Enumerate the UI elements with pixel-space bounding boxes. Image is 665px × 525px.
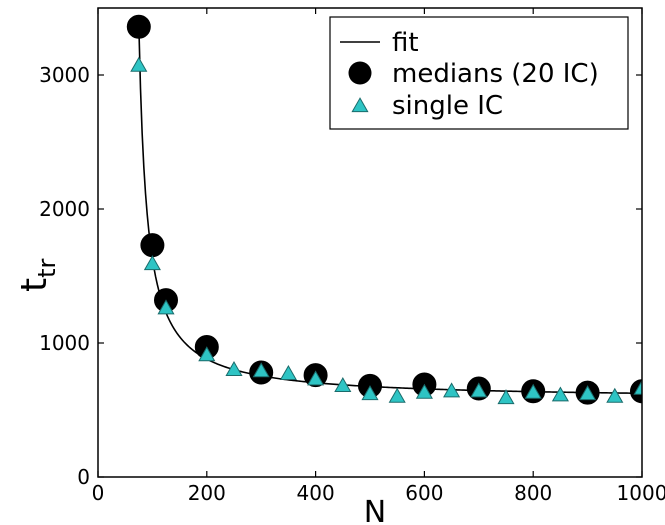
median-point [126, 14, 151, 39]
y-axis-title-main: t [14, 278, 55, 292]
single-ic-point [415, 383, 433, 399]
single-ic-point [633, 379, 642, 395]
single-ic-point [198, 346, 216, 362]
y-tick-label: 3000 [39, 63, 90, 87]
y-tick-label: 1000 [39, 331, 90, 355]
legend-label-medians: medians (20 IC) [392, 59, 599, 89]
single-ic-point [361, 385, 379, 401]
plot-frame [97, 7, 643, 478]
legend-box [329, 16, 629, 130]
x-tick-label: 200 [188, 481, 226, 505]
x-tick-label: 0 [92, 481, 105, 505]
single-ic-point [443, 382, 461, 398]
y-axis-title-sub: tr [33, 258, 61, 277]
x-tick-label: 600 [405, 481, 443, 505]
single-ic-point [497, 389, 515, 405]
legend-single-swatch [351, 97, 369, 113]
median-point [140, 233, 165, 258]
y-tick-label: 0 [77, 465, 90, 489]
x-tick-label: 800 [514, 481, 552, 505]
legend-medians-swatch [348, 61, 372, 85]
single-ic-point [130, 56, 148, 72]
single-ic-point [157, 299, 175, 315]
legend-label-fit: fit [392, 28, 419, 58]
x-tick-label: 1000 [617, 481, 665, 505]
single-ic-point [252, 362, 270, 378]
single-ic-point [470, 382, 488, 398]
single-ic-point [225, 360, 243, 376]
plot-area [126, 14, 642, 405]
single-ic-point [579, 385, 597, 401]
single-ic-point [551, 386, 569, 402]
y-tick-label: 2000 [39, 197, 90, 221]
single-ic-point [279, 364, 297, 380]
single-ic-point [334, 377, 352, 393]
single-ic-point [388, 387, 406, 403]
y-axis-title: ttr [14, 258, 61, 292]
single-ic-point [606, 387, 624, 403]
single-ic-point [524, 383, 542, 399]
legend-label-single: single IC [392, 91, 503, 121]
single-ic-point [143, 255, 161, 271]
single-ic-point [307, 370, 325, 386]
x-tick-label: 400 [297, 481, 335, 505]
data-layer [126, 14, 642, 405]
x-axis-title: N [364, 495, 386, 525]
